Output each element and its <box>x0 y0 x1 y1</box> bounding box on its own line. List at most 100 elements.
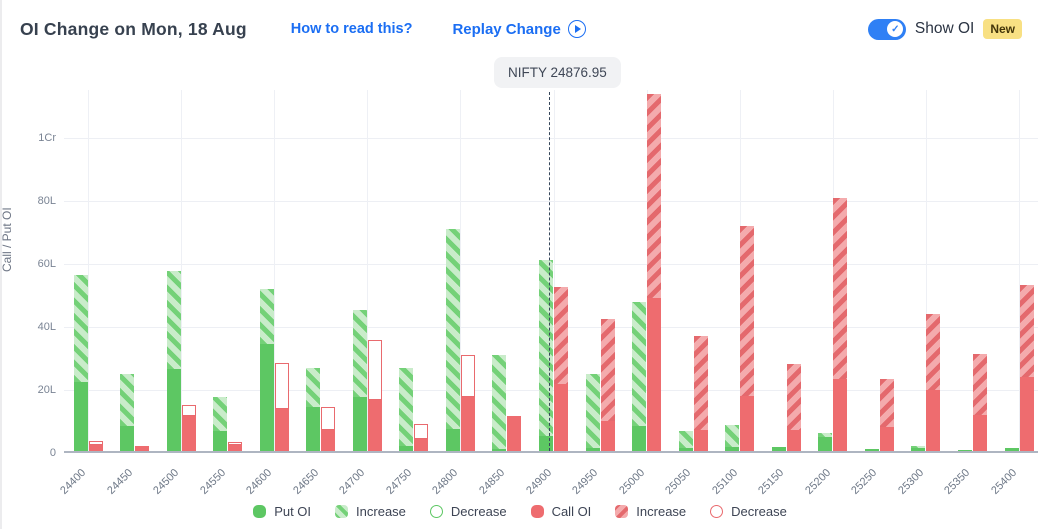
call-decrease-segment <box>367 340 382 401</box>
y-tick-label: 60L <box>37 258 56 270</box>
legend-label: Increase <box>636 504 687 519</box>
call-bar-24650[interactable] <box>321 406 336 451</box>
call-bar-25350[interactable] <box>972 353 987 451</box>
put-increase-segment <box>911 446 926 448</box>
call-oi-segment <box>507 416 522 451</box>
put-bar-24800[interactable] <box>445 228 460 451</box>
call-bar-24600[interactable] <box>274 363 289 451</box>
page-title: OI Change on Mon, 18 Aug <box>20 18 247 39</box>
call-bar-25150[interactable] <box>786 364 801 451</box>
call-oi-segment <box>228 445 243 451</box>
call-oi-segment <box>274 409 289 451</box>
nifty-spot-tooltip: NIFTY 24876.95 <box>494 57 621 88</box>
y-tick-label: 80L <box>37 195 56 207</box>
put-decrease-marker-icon <box>429 505 443 518</box>
put-bar-24550[interactable] <box>213 397 228 451</box>
vertical-gridline <box>88 90 89 451</box>
call-oi-segment <box>135 446 150 451</box>
put-increase-segment <box>445 228 460 429</box>
call-bar-25300[interactable] <box>926 314 941 451</box>
call-bar-24450[interactable] <box>135 446 150 451</box>
call-oi-segment <box>367 400 382 451</box>
put-bar-24850[interactable] <box>492 354 507 451</box>
put-increase-segment <box>492 354 507 449</box>
y-tick-label: 20L <box>37 384 56 396</box>
call-increase-segment <box>740 226 755 396</box>
put-bar-24700[interactable] <box>352 309 367 451</box>
show-oi-label: Show OI <box>914 20 975 37</box>
put-increase-segment <box>213 397 228 431</box>
put-oi-segment <box>632 426 647 451</box>
put-bar-24900[interactable] <box>539 260 553 451</box>
put-bar-25000[interactable] <box>632 302 647 451</box>
call-oi-segment <box>879 427 894 451</box>
call-bar-24900[interactable] <box>554 287 568 451</box>
call-bar-25000[interactable] <box>647 94 662 451</box>
vertical-gridline <box>553 90 555 451</box>
put-increase-segment <box>73 274 88 382</box>
vertical-gridline <box>367 90 369 451</box>
put-increase-segment <box>585 373 600 448</box>
call-increase-marker-icon <box>615 505 629 518</box>
put-increase-segment <box>399 367 414 447</box>
call-bar-25200[interactable] <box>833 197 848 451</box>
call-oi-segment <box>647 298 662 451</box>
put-bar-25250[interactable] <box>864 449 879 451</box>
call-bar-24800[interactable] <box>460 354 475 451</box>
put-oi-segment <box>306 406 321 451</box>
new-badge: New <box>983 19 1022 39</box>
put-bar-24750[interactable] <box>399 367 414 451</box>
call-increase-segment <box>693 336 708 431</box>
legend-item-put-increase: Increase <box>335 504 406 519</box>
replay-change-button[interactable]: Replay Change <box>452 20 586 38</box>
call-bar-24400[interactable] <box>88 440 103 451</box>
call-bar-24950[interactable] <box>600 318 615 451</box>
call-bar-25100[interactable] <box>740 226 755 451</box>
vertical-gridline <box>181 90 183 451</box>
put-increase-marker-icon <box>335 505 349 518</box>
put-bar-25300[interactable] <box>911 446 926 451</box>
put-oi-segment <box>445 428 460 451</box>
horizontal-gridline <box>64 138 1038 139</box>
show-oi-toggle[interactable]: ✓ <box>867 18 906 40</box>
put-bar-25400[interactable] <box>1004 447 1019 451</box>
put-oi-segment <box>911 447 926 451</box>
call-bar-24750[interactable] <box>414 424 429 451</box>
put-bar-24450[interactable] <box>120 373 135 451</box>
replay-change-label: Replay Change <box>452 20 561 38</box>
y-tick-label: 0 <box>49 447 56 459</box>
put-bar-25350[interactable] <box>957 449 972 451</box>
play-icon <box>567 20 586 38</box>
call-bar-25250[interactable] <box>879 378 894 451</box>
call-oi-segment <box>740 395 755 451</box>
put-oi-segment <box>73 381 88 451</box>
legend-label: Increase <box>356 504 406 519</box>
call-oi-segment <box>833 379 848 451</box>
put-bar-25050[interactable] <box>678 431 693 451</box>
put-increase-segment <box>818 432 833 437</box>
call-oi-segment <box>693 430 708 451</box>
call-bar-24500[interactable] <box>181 405 196 451</box>
call-bar-25050[interactable] <box>693 336 708 451</box>
call-bar-25400[interactable] <box>1019 285 1034 451</box>
put-increase-segment <box>1004 447 1019 449</box>
put-increase-segment <box>678 431 693 448</box>
put-bar-25100[interactable] <box>725 424 740 451</box>
put-bar-24950[interactable] <box>585 373 600 451</box>
call-decrease-marker-icon <box>710 505 724 518</box>
call-decrease-segment <box>228 442 243 446</box>
put-bar-24500[interactable] <box>166 271 181 451</box>
call-oi-segment <box>786 429 801 451</box>
how-to-read-link[interactable]: How to read this? <box>290 21 413 37</box>
legend-label: Put OI <box>274 504 312 519</box>
put-bar-25200[interactable] <box>818 432 833 451</box>
call-bar-24550[interactable] <box>228 442 243 451</box>
call-oi-segment <box>414 439 429 451</box>
put-bar-25150[interactable] <box>771 447 786 451</box>
call-bar-24700[interactable] <box>367 340 382 451</box>
put-oi-segment <box>539 435 553 451</box>
put-bar-24650[interactable] <box>306 367 321 451</box>
put-bar-24400[interactable] <box>73 274 88 451</box>
put-bar-24600[interactable] <box>259 288 274 451</box>
call-bar-24850[interactable] <box>507 416 522 451</box>
